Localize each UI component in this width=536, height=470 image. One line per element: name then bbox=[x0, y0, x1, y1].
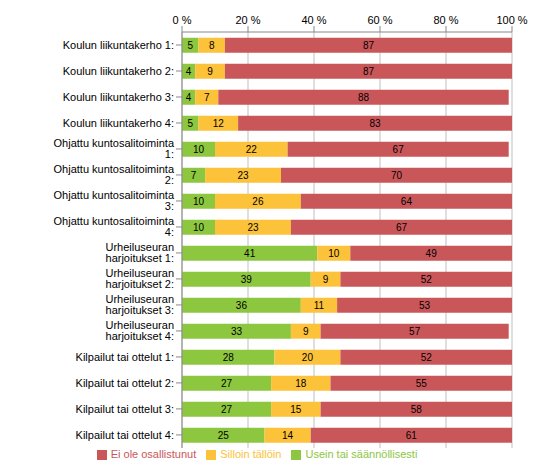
svg-text:64: 64 bbox=[401, 196, 413, 207]
svg-text:Ohjattu kuntosalitoiminta4:: Ohjattu kuntosalitoiminta4: bbox=[54, 215, 175, 238]
svg-text:88: 88 bbox=[358, 92, 370, 103]
svg-text:14: 14 bbox=[282, 430, 294, 441]
svg-text:12: 12 bbox=[213, 118, 225, 129]
svg-text:9: 9 bbox=[303, 326, 309, 337]
svg-text:57: 57 bbox=[409, 326, 421, 337]
svg-text:10: 10 bbox=[193, 196, 205, 207]
svg-text:33: 33 bbox=[231, 326, 243, 337]
svg-text:67: 67 bbox=[396, 222, 408, 233]
svg-text:9: 9 bbox=[207, 66, 213, 77]
svg-text:28: 28 bbox=[223, 352, 235, 363]
svg-text:Kilpailut tai ottelut 4:: Kilpailut tai ottelut 4: bbox=[76, 429, 174, 441]
svg-text:20 %: 20 % bbox=[235, 14, 260, 26]
svg-text:58: 58 bbox=[411, 404, 423, 415]
svg-text:55: 55 bbox=[416, 378, 428, 389]
svg-text:Ohjattu kuntosalitoiminta1:: Ohjattu kuntosalitoiminta1: bbox=[54, 137, 175, 160]
svg-text:41: 41 bbox=[244, 248, 256, 259]
svg-text:Urheiluseuranharjoitukset 4:: Urheiluseuranharjoitukset 4: bbox=[106, 319, 174, 342]
svg-text:Kilpailut tai ottelut 3:: Kilpailut tai ottelut 3: bbox=[76, 403, 174, 415]
svg-text:11: 11 bbox=[314, 300, 325, 311]
svg-text:Kilpailut tai ottelut 1:: Kilpailut tai ottelut 1: bbox=[76, 351, 174, 363]
svg-text:5: 5 bbox=[187, 118, 193, 129]
svg-text:Koulun liikuntakerho 1:: Koulun liikuntakerho 1: bbox=[63, 39, 174, 51]
svg-text:Koulun liikuntakerho 2:: Koulun liikuntakerho 2: bbox=[63, 65, 174, 77]
svg-text:25: 25 bbox=[218, 430, 230, 441]
svg-text:7: 7 bbox=[204, 92, 210, 103]
svg-text:61: 61 bbox=[406, 430, 418, 441]
svg-text:10: 10 bbox=[328, 248, 340, 259]
svg-text:Ohjattu kuntosalitoiminta2:: Ohjattu kuntosalitoiminta2: bbox=[54, 163, 175, 186]
svg-text:39: 39 bbox=[241, 274, 253, 285]
svg-text:22: 22 bbox=[246, 144, 258, 155]
html-text:Usein tai säännöllisesti: Usein tai säännöllisesti bbox=[305, 447, 418, 460]
svg-text:87: 87 bbox=[363, 40, 375, 51]
svg-text:67: 67 bbox=[393, 144, 405, 155]
svg-text:52: 52 bbox=[421, 274, 433, 285]
svg-text:60 %: 60 % bbox=[367, 14, 392, 26]
svg-text:7: 7 bbox=[191, 170, 197, 181]
svg-text:0 %: 0 % bbox=[173, 14, 192, 26]
svg-text:5: 5 bbox=[187, 40, 193, 51]
svg-text:52: 52 bbox=[421, 352, 433, 363]
svg-text:27: 27 bbox=[221, 404, 233, 415]
svg-text:10: 10 bbox=[193, 222, 205, 233]
svg-text:83: 83 bbox=[369, 118, 381, 129]
svg-text:36: 36 bbox=[236, 300, 248, 311]
svg-text:Koulun liikuntakerho 3:: Koulun liikuntakerho 3: bbox=[63, 91, 174, 103]
html-text:Silloin tällöin: Silloin tällöin bbox=[220, 447, 282, 460]
svg-text:23: 23 bbox=[237, 170, 249, 181]
svg-text:18: 18 bbox=[295, 378, 307, 389]
svg-text:8: 8 bbox=[209, 40, 215, 51]
svg-text:70: 70 bbox=[391, 170, 403, 181]
svg-text:Ohjattu kuntosalitoiminta3:: Ohjattu kuntosalitoiminta3: bbox=[54, 189, 175, 212]
svg-text:100 %: 100 % bbox=[496, 14, 527, 26]
svg-text:9: 9 bbox=[323, 274, 329, 285]
svg-text:40 %: 40 % bbox=[301, 14, 326, 26]
svg-text:Urheiluseuranharjoitukset 3:: Urheiluseuranharjoitukset 3: bbox=[106, 293, 174, 316]
svg-text:4: 4 bbox=[186, 92, 192, 103]
svg-text:Koulun liikuntakerho 4:: Koulun liikuntakerho 4: bbox=[63, 117, 174, 129]
svg-text:20: 20 bbox=[302, 352, 314, 363]
svg-text:80 %: 80 % bbox=[433, 14, 458, 26]
svg-text:Urheiluseuranharjoitukset 2:: Urheiluseuranharjoitukset 2: bbox=[106, 267, 174, 290]
svg-text:Urheiluseuranharjoitukset 1:: Urheiluseuranharjoitukset 1: bbox=[106, 241, 174, 264]
svg-text:27: 27 bbox=[221, 378, 233, 389]
svg-text:49: 49 bbox=[426, 248, 438, 259]
svg-text:23: 23 bbox=[247, 222, 259, 233]
svg-text:15: 15 bbox=[290, 404, 302, 415]
svg-text:87: 87 bbox=[363, 66, 375, 77]
svg-text:26: 26 bbox=[252, 196, 264, 207]
svg-text:Kilpailut tai ottelut 2:: Kilpailut tai ottelut 2: bbox=[76, 377, 174, 389]
svg-text:53: 53 bbox=[419, 300, 431, 311]
svg-text:10: 10 bbox=[193, 144, 205, 155]
svg-text:4: 4 bbox=[186, 66, 192, 77]
html-text:Ei ole osallistunut: Ei ole osallistunut bbox=[110, 447, 197, 460]
